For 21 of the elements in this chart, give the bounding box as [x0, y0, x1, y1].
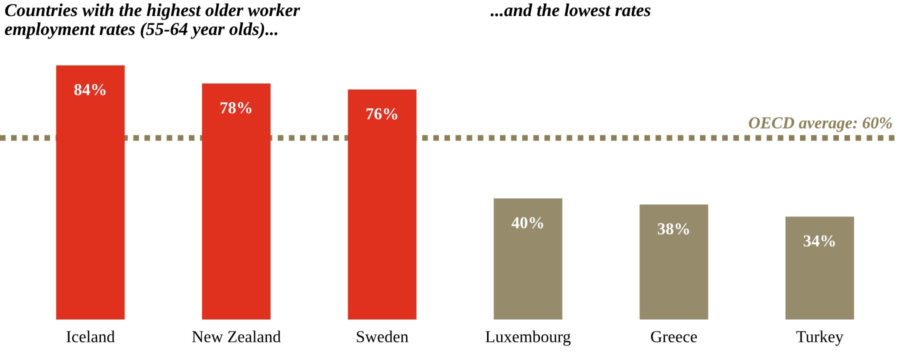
x-tick-label: Greece — [651, 331, 697, 342]
bar — [494, 198, 562, 320]
ref-line-label: OECD average: 60% — [748, 117, 892, 132]
chart-title: Countries with the highest older worker employment rates (55-64 year olds)... — [4, 4, 300, 39]
data-label: 40% — [512, 217, 544, 228]
x-tick-label: Sweden — [356, 330, 408, 342]
bar — [785, 216, 854, 320]
x-tick-label: New Zealand — [192, 330, 281, 342]
x-tick-label: Luxembourg — [486, 330, 571, 346]
bar — [348, 90, 416, 320]
bar — [202, 83, 271, 320]
x-tick-label: Turkey — [796, 330, 844, 346]
data-label: 78% — [220, 102, 252, 114]
data-label: 76% — [366, 108, 398, 120]
chart-subtitle: ...and the lowest rates — [490, 4, 650, 16]
data-label: 38% — [658, 223, 690, 234]
bar — [640, 204, 708, 320]
data-label: 84% — [74, 84, 106, 96]
bar — [56, 65, 125, 320]
data-label: 34% — [804, 235, 835, 247]
x-tick-label: Iceland — [66, 330, 115, 342]
